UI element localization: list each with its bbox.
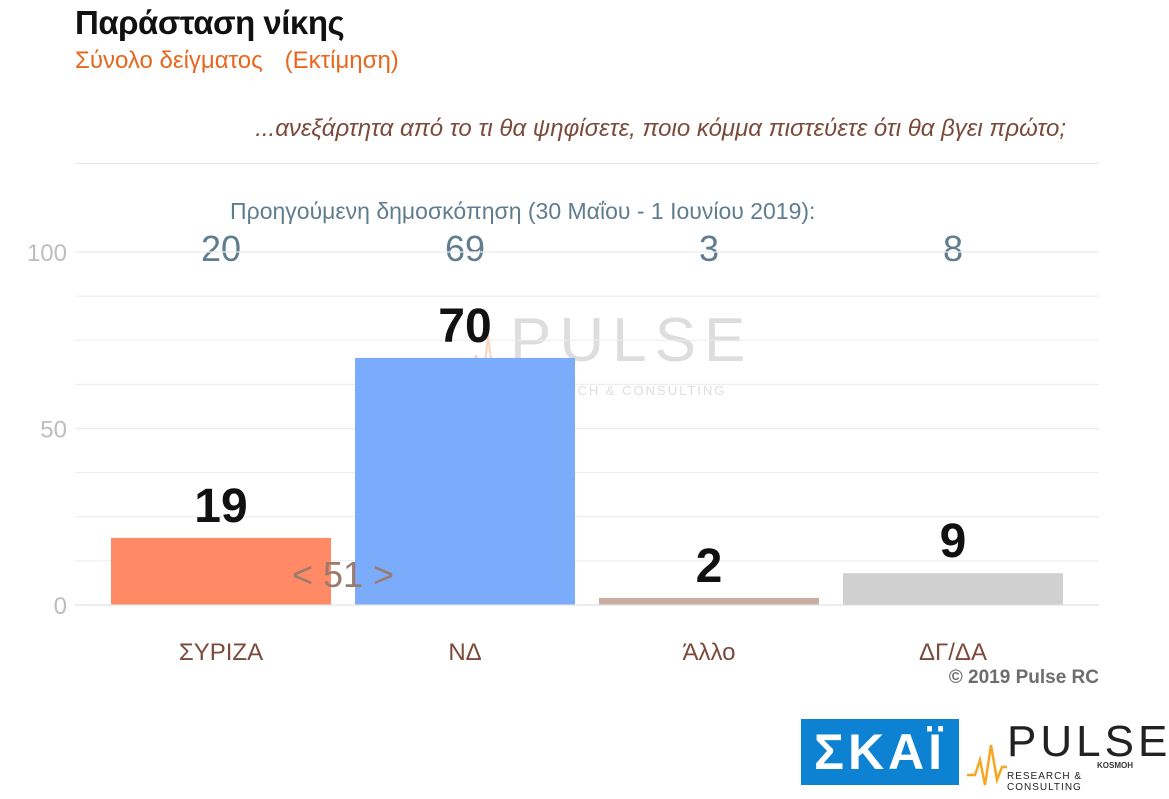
bar-1 [111,537,331,605]
y-tick-label: 50 [40,417,67,444]
pulse-logo: PULSE KOSMOH RESEARCH & CONSULTING [967,715,1167,793]
bar-value-label: 19 [194,480,247,533]
bar-3 [599,597,819,605]
pulse-wave-icon [967,744,1007,786]
gap-annotation: < 51 > [292,554,394,595]
subtitle-estimate: (Εκτίμηση) [284,47,399,74]
copyright-note: © 2019 Pulse RC [948,667,1099,688]
x-category-label: ΣΥΡΙΖΑ [179,639,263,666]
y-tick-label: 100 [27,240,67,267]
bar-value-label: 2 [696,540,723,593]
x-category-label: ΝΔ [448,639,481,666]
previous-poll-value-dk: 8 [942,228,964,269]
pulse-logo-sub: RESEARCH & CONSULTING [1007,771,1083,793]
survey-question: ...ανεξάρτητα από το τι θα ψηφίσετε, ποι… [255,115,1066,142]
chart-subtitle: Σύνολο δείγματος (Εκτίμηση) [75,47,399,75]
bar-value-label: 9 [940,515,967,568]
x-category-label: ΔΓ/ΔΑ [919,639,987,666]
pulse-logo-word: PULSE [1007,717,1169,766]
skai-logo-text: ΣΚΑΪ [813,724,947,780]
subtitle-sample: Σύνολο δείγματος [75,47,263,74]
skai-logo: ΣΚΑΪ [801,719,959,785]
previous-poll-value-syriza: 20 [200,228,242,269]
chart-title: Παράσταση νίκης [75,4,345,41]
pulse-logo-tag: KOSMOH [1097,761,1133,770]
previous-poll-value-other: 3 [698,228,720,269]
y-tick-label: 0 [54,593,67,620]
bar-2 [355,357,575,605]
bar-value-label: 70 [438,300,491,353]
bar-4 [843,573,1063,605]
previous-poll-label: Προηγούμενη δημοσκόπηση (30 Μαΐου - 1 Ιο… [230,198,816,224]
previous-poll-value-nd: 69 [444,228,486,269]
x-category-label: Άλλο [682,639,735,666]
top-divider [75,163,1099,164]
